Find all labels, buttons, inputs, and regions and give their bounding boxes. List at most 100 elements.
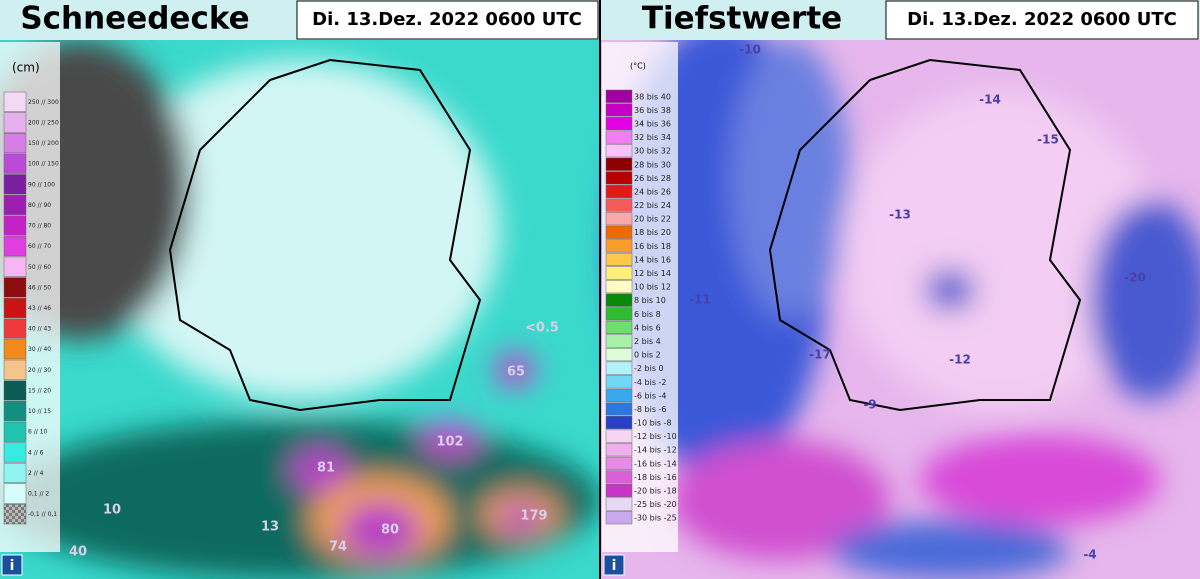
legend-swatch	[3, 442, 27, 463]
legend-swatch	[605, 116, 633, 131]
map-label: -11	[689, 293, 711, 307]
legend-label: 4 // 6	[28, 449, 44, 456]
legend-label: 20 // 30	[28, 367, 51, 374]
legend-label: -25 bis -20	[634, 500, 677, 509]
legend-swatch	[3, 236, 27, 257]
map-label: 179	[520, 509, 547, 524]
legend-label: 22 bis 24	[634, 201, 671, 210]
legend-swatch	[3, 112, 27, 133]
legend-swatch	[3, 483, 27, 504]
legend-swatch	[3, 277, 27, 298]
legend-swatch	[605, 266, 633, 280]
legend-label: -8 bis -6	[634, 405, 667, 414]
legend-label: 6 // 10	[28, 429, 47, 436]
legend-swatch	[605, 470, 633, 484]
legend-label: 4 bis 6	[634, 323, 661, 332]
info-icon[interactable]	[1, 554, 23, 576]
map-label: 102	[436, 435, 463, 450]
legend-label: -20 bis -18	[634, 487, 677, 496]
legend-label: 28 bis 30	[634, 160, 671, 169]
legend-label: 90 // 100	[28, 181, 55, 188]
info-icon-glyph: i	[10, 558, 15, 574]
legend-label: 0,1 // 2	[28, 491, 49, 498]
legend-label: 6 bis 8	[634, 310, 661, 319]
legend-swatch	[3, 153, 27, 174]
legend-label: 36 bis 38	[634, 106, 671, 115]
legend-label: -16 bis -14	[634, 459, 677, 468]
panel-date: Di. 13.Dez. 2022 0600 UTC	[312, 9, 582, 30]
legend-swatch	[3, 194, 27, 215]
panel-title: Schneedecke	[20, 1, 249, 37]
legend-label: -10 bis -8	[634, 419, 672, 428]
legend-swatch	[3, 215, 27, 236]
info-icon[interactable]	[603, 554, 625, 576]
map-label: -4	[1083, 548, 1096, 562]
legend-swatch	[605, 89, 633, 103]
legend-swatch	[3, 401, 27, 422]
legend-swatch	[605, 130, 633, 144]
legend-label: 10 // 15	[28, 408, 51, 415]
legend-swatch	[605, 429, 633, 443]
legend-label: 43 // 46	[28, 305, 51, 312]
legend-label: -30 bis -25	[634, 514, 677, 523]
legend-label: 26 bis 28	[634, 174, 671, 183]
map-label: -12	[949, 353, 971, 367]
map-label: 74	[329, 540, 347, 555]
legend-label: 46 // 50	[28, 284, 51, 291]
legend-swatch	[605, 334, 633, 348]
legend-label: 50 // 60	[28, 264, 51, 271]
legend-swatch	[605, 402, 633, 416]
map-label: 10	[103, 503, 121, 518]
legend-label: 80 // 90	[28, 202, 51, 209]
map-label: 13	[261, 520, 279, 535]
legend-swatch	[605, 307, 633, 321]
legend-swatch	[605, 198, 633, 212]
date-box	[296, 0, 599, 40]
legend-swatch	[3, 339, 27, 360]
legend-label: 2 bis 4	[634, 337, 661, 346]
legend-label: 200 // 250	[28, 119, 59, 126]
legend-label: 60 // 70	[28, 243, 51, 250]
legend-label: 34 bis 36	[634, 119, 671, 128]
legend-label: 30 // 40	[28, 346, 51, 353]
legend-label: 2 // 4	[28, 470, 44, 477]
legend-swatch	[605, 456, 633, 470]
legend-label: -12 bis -10	[634, 432, 677, 441]
legend-label: 40 // 43	[28, 326, 51, 333]
legend-swatch	[3, 421, 27, 442]
legend-label: -18 bis -16	[634, 473, 677, 482]
panel-title: Tiefstwerte	[642, 1, 842, 37]
legend-label: 70 // 80	[28, 223, 51, 230]
legend-swatch	[605, 388, 633, 402]
legend-swatch	[605, 103, 633, 117]
legend-unit: (cm)	[12, 61, 40, 75]
legend-label: -6 bis -4	[634, 391, 667, 400]
legend-label: -0,1 // 0,1	[28, 511, 57, 518]
legend-swatch	[605, 416, 633, 430]
legend-label: 24 bis 26	[634, 187, 671, 196]
legend-swatch	[605, 443, 633, 457]
legend-swatch	[3, 318, 27, 339]
legend-swatch	[605, 320, 633, 334]
legend-label: 150 // 200	[28, 140, 59, 147]
legend-label: 16 bis 18	[634, 242, 671, 251]
legend-swatch	[3, 359, 27, 380]
map-label: 40	[69, 545, 87, 560]
map-label: -15	[1037, 133, 1059, 147]
legend-swatch	[605, 225, 633, 239]
legend-label: 10 bis 12	[634, 283, 671, 292]
date-box	[885, 0, 1199, 40]
legend-label: 14 bis 16	[634, 255, 671, 264]
map-label: <0.5	[525, 321, 559, 336]
legend-label: 12 bis 14	[634, 269, 671, 278]
legend-swatch	[605, 144, 633, 158]
map-label: 81	[317, 461, 335, 476]
legend-swatch	[605, 184, 633, 198]
legend-swatch	[3, 462, 27, 484]
panel-date: Di. 13.Dez. 2022 0600 UTC	[907, 9, 1177, 30]
map-label: 65	[507, 365, 525, 380]
legend-label: 32 bis 34	[634, 133, 671, 142]
legend-swatch	[3, 132, 27, 154]
map-label: -17	[809, 348, 831, 362]
